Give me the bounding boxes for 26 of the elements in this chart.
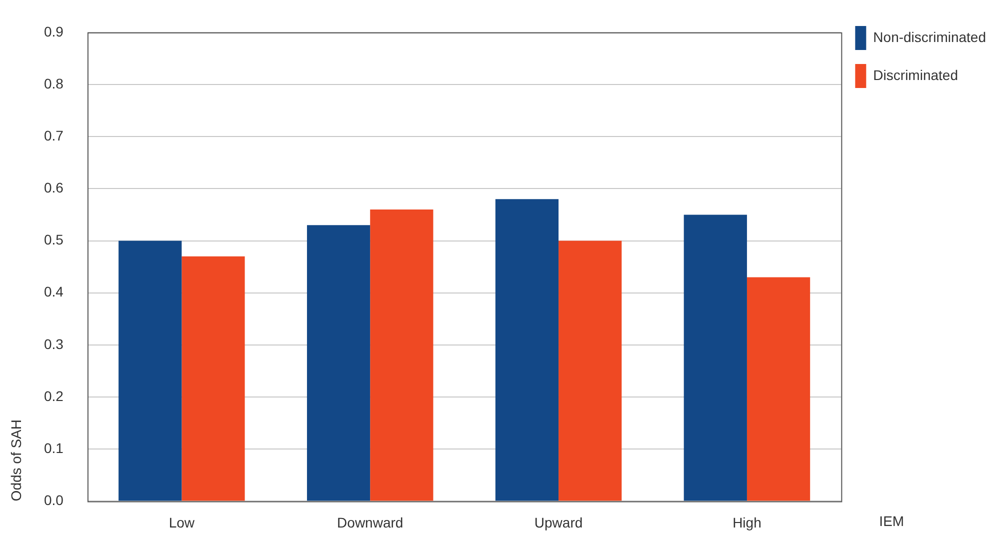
y-tick-label: 0.8 xyxy=(44,75,64,92)
y-axis-title: Odds of SAH xyxy=(8,419,24,502)
y-tick-label: 0.9 xyxy=(44,23,64,40)
y-tick-label: 0.6 xyxy=(44,180,64,196)
bar xyxy=(746,277,810,501)
y-tick-label: 0.1 xyxy=(44,440,64,456)
x-tick-label: Upward xyxy=(534,514,583,530)
bar xyxy=(684,214,747,501)
bar xyxy=(558,240,622,501)
bar xyxy=(182,256,245,501)
y-tick-label: 0.5 xyxy=(44,232,64,248)
x-axis-title: IEM xyxy=(879,513,904,530)
bar xyxy=(306,225,370,501)
bar xyxy=(370,210,434,501)
y-tick-label: 0.3 xyxy=(44,336,64,352)
y-tick-label: 0.4 xyxy=(44,284,64,300)
x-tick-label: High xyxy=(732,514,762,530)
y-tick-label: 0.2 xyxy=(44,388,64,404)
y-tick-label: 0.7 xyxy=(44,127,64,144)
x-tick-label: Low xyxy=(168,514,196,530)
legend-label: Non-discriminated xyxy=(873,28,986,45)
x-tick-label: Downward xyxy=(337,514,404,530)
y-tick-label: 0.0 xyxy=(44,492,64,508)
legend-label: Discriminated xyxy=(873,66,958,83)
bar xyxy=(495,199,559,501)
bar xyxy=(118,240,182,501)
